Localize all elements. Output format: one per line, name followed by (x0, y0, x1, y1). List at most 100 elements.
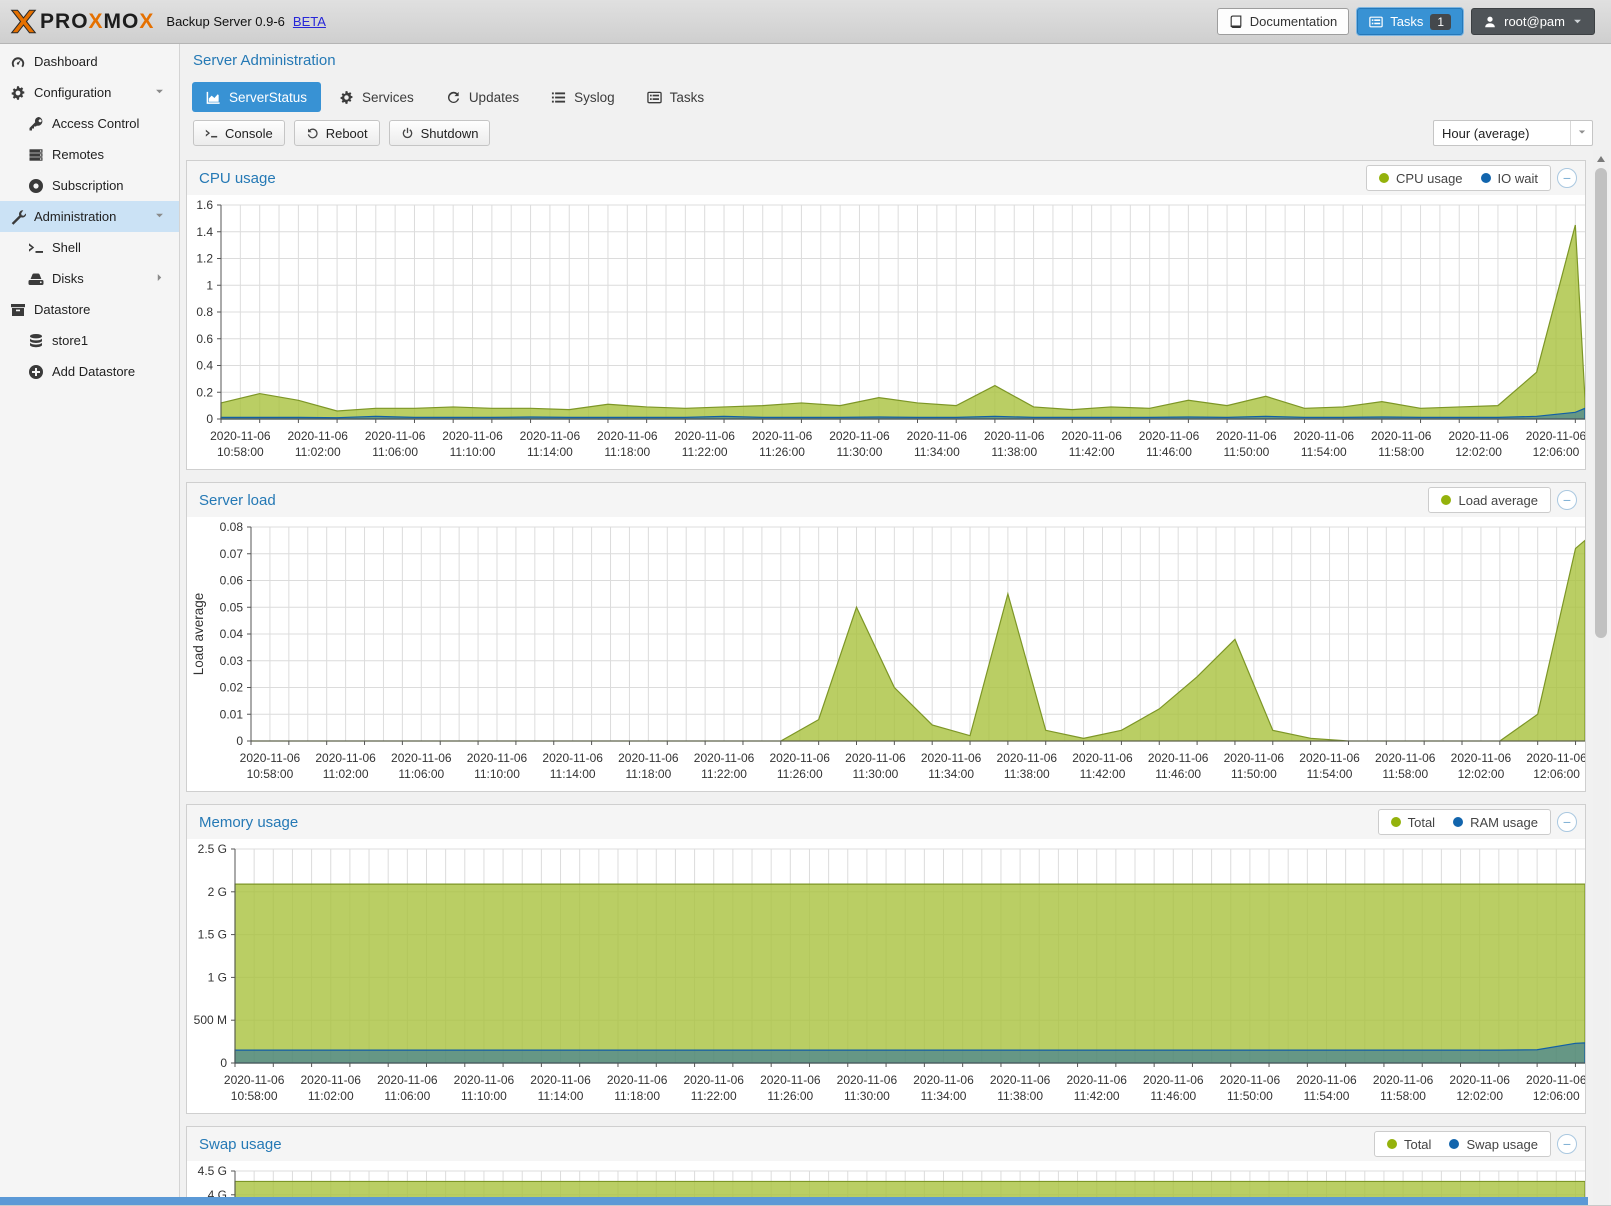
svg-text:2020-11-06: 2020-11-06 (1072, 751, 1133, 765)
shutdown-button[interactable]: Shutdown (388, 120, 491, 146)
chart-memory-usage: 2.5 G 2 G 1.5 G 1 G 500 M 0 2020-11-06 10:58:00… (194, 842, 1585, 1103)
tab-services[interactable]: Services (325, 82, 428, 112)
svg-text:11:26:00: 11:26:00 (777, 767, 823, 781)
svg-text:2020-11-06: 2020-11-06 (542, 751, 603, 765)
svg-text:11:54:00: 11:54:00 (1301, 445, 1347, 459)
svg-text:1 G: 1 G (208, 970, 227, 984)
svg-text:0.02: 0.02 (220, 681, 244, 695)
sidebar-item-label: Remotes (52, 147, 105, 162)
svg-text:11:10:00: 11:10:00 (450, 445, 496, 459)
svg-text:2 G: 2 G (208, 885, 227, 899)
console-button[interactable]: Console (193, 120, 285, 146)
svg-text:12:02:00: 12:02:00 (1455, 445, 1502, 459)
svg-text:2020-11-06: 2020-11-06 (607, 1073, 668, 1087)
svg-text:11:22:00: 11:22:00 (691, 1089, 737, 1103)
svg-text:0.2: 0.2 (196, 385, 213, 399)
documentation-label: Documentation (1249, 14, 1338, 29)
undo-icon (306, 127, 319, 140)
scrollbar-up-arrow[interactable] (1597, 156, 1605, 162)
svg-text:11:14:00: 11:14:00 (527, 445, 573, 459)
chevron-down-icon[interactable] (154, 209, 165, 224)
svg-text:4.5 G: 4.5 G (198, 1164, 227, 1178)
collapse-panel-button[interactable]: − (1557, 1134, 1577, 1154)
legend-item-total[interactable]: Total (1390, 815, 1435, 830)
beta-link[interactable]: BETA (292, 14, 326, 29)
sidebar-item-remotes[interactable]: Remotes (0, 139, 179, 170)
user-icon (1483, 15, 1497, 29)
documentation-button[interactable]: Documentation (1216, 8, 1350, 35)
sidebar-item-disks[interactable]: Disks (0, 263, 179, 294)
svg-text:2020-11-06: 2020-11-06 (377, 1073, 438, 1087)
chevron-right-icon[interactable] (154, 271, 165, 286)
refresh-icon (446, 90, 461, 105)
svg-text:0: 0 (206, 412, 213, 426)
legend-item-ram-usage[interactable]: RAM usage (1453, 815, 1538, 830)
chart-server-load: 0.08 0.07 0.06 0.05 0.04 0.03 0.02 0.01 0 2020-11… (191, 520, 1585, 781)
svg-text:2020-11-06: 2020-11-06 (442, 429, 503, 443)
vertical-scrollbar[interactable] (1593, 150, 1609, 1206)
terminal-icon (205, 127, 218, 140)
panel-header: Memory usage Total RAM usage − (187, 805, 1585, 839)
sidebar-item-access-control[interactable]: Access Control (0, 108, 179, 139)
sidebar-item-administration[interactable]: Administration (0, 201, 179, 232)
legend-item-load-average[interactable]: Load average (1441, 493, 1538, 508)
svg-text:2020-11-06: 2020-11-06 (1216, 429, 1277, 443)
tab-tasks[interactable]: Tasks (633, 82, 719, 112)
svg-text:11:18:00: 11:18:00 (614, 1089, 660, 1103)
database-icon (28, 333, 44, 349)
svg-text:2020-11-06: 2020-11-06 (530, 1073, 591, 1087)
svg-text:11:18:00: 11:18:00 (625, 767, 671, 781)
svg-text:2020-11-06: 2020-11-06 (837, 1073, 898, 1087)
scrollbar-thumb[interactable] (1595, 168, 1607, 638)
svg-text:2020-11-06: 2020-11-06 (984, 429, 1045, 443)
sidebar-item-store1[interactable]: store1 (0, 325, 179, 356)
user-label: root@pam (1504, 14, 1565, 29)
svg-text:11:02:00: 11:02:00 (323, 767, 369, 781)
legend-label: Swap usage (1466, 1136, 1538, 1152)
legend-item-total[interactable]: Total (1386, 1137, 1431, 1152)
sidebar-item-subscription[interactable]: Subscription (0, 170, 179, 201)
svg-text:11:38:00: 11:38:00 (997, 1089, 1043, 1103)
collapse-panel-button[interactable]: − (1557, 812, 1577, 832)
book-icon (1229, 14, 1243, 29)
svg-text:1.6: 1.6 (196, 198, 213, 212)
chevron-down-icon[interactable] (154, 85, 165, 100)
combo-trigger[interactable] (1570, 121, 1592, 145)
legend-item-cpu-usage[interactable]: CPU usage (1379, 170, 1463, 186)
svg-text:11:10:00: 11:10:00 (461, 1089, 507, 1103)
sidebar-item-label: Disks (52, 271, 84, 286)
tab-syslog[interactable]: Syslog (537, 82, 629, 112)
tab-serverstatus[interactable]: ServerStatus (192, 82, 322, 112)
svg-text:2020-11-06: 2020-11-06 (1526, 429, 1585, 443)
svg-text:2020-11-06: 2020-11-06 (694, 751, 755, 765)
sidebar-item-dashboard[interactable]: Dashboard (0, 46, 179, 77)
legend-label: CPU usage (1396, 170, 1463, 186)
legend-item-swap-usage[interactable]: Swap usage (1449, 1137, 1538, 1152)
svg-text:2020-11-06: 2020-11-06 (287, 429, 348, 443)
svg-text:2020-11-06: 2020-11-06 (454, 1073, 515, 1087)
timeframe-combo-value: Hour (average) (1442, 125, 1530, 141)
svg-text:2020-11-06: 2020-11-06 (210, 429, 271, 443)
user-menu-button[interactable]: root@pam (1471, 8, 1595, 35)
legend-item-io-wait[interactable]: IO wait (1480, 171, 1538, 186)
timeframe-combo[interactable]: Hour (average) (1433, 120, 1593, 146)
sidebar-item-configuration[interactable]: Configuration (0, 77, 179, 108)
svg-text:1: 1 (206, 278, 213, 292)
tasks-button[interactable]: Tasks 1 (1357, 8, 1464, 35)
proxmox-x-logo-icon (10, 9, 37, 34)
tab-updates[interactable]: Updates (432, 82, 533, 112)
svg-text:0.8: 0.8 (196, 305, 213, 319)
svg-text:11:50:00: 11:50:00 (1224, 445, 1270, 459)
svg-text:2020-11-06: 2020-11-06 (1526, 1073, 1585, 1087)
chevron-down-icon (1572, 16, 1583, 27)
sidebar-item-add-datastore[interactable]: Add Datastore (0, 356, 179, 387)
svg-text:2020-11-06: 2020-11-06 (1148, 751, 1209, 765)
sidebar-item-datastore[interactable]: Datastore (0, 294, 179, 325)
legend: CPU usage IO wait (1366, 165, 1551, 191)
tab-label: Updates (468, 89, 520, 105)
reboot-button[interactable]: Reboot (293, 120, 380, 146)
sidebar-item-shell[interactable]: Shell (0, 232, 179, 263)
collapse-panel-button[interactable]: − (1557, 490, 1577, 510)
collapse-panel-button[interactable]: − (1557, 168, 1577, 188)
tab-label: Services (362, 89, 414, 105)
